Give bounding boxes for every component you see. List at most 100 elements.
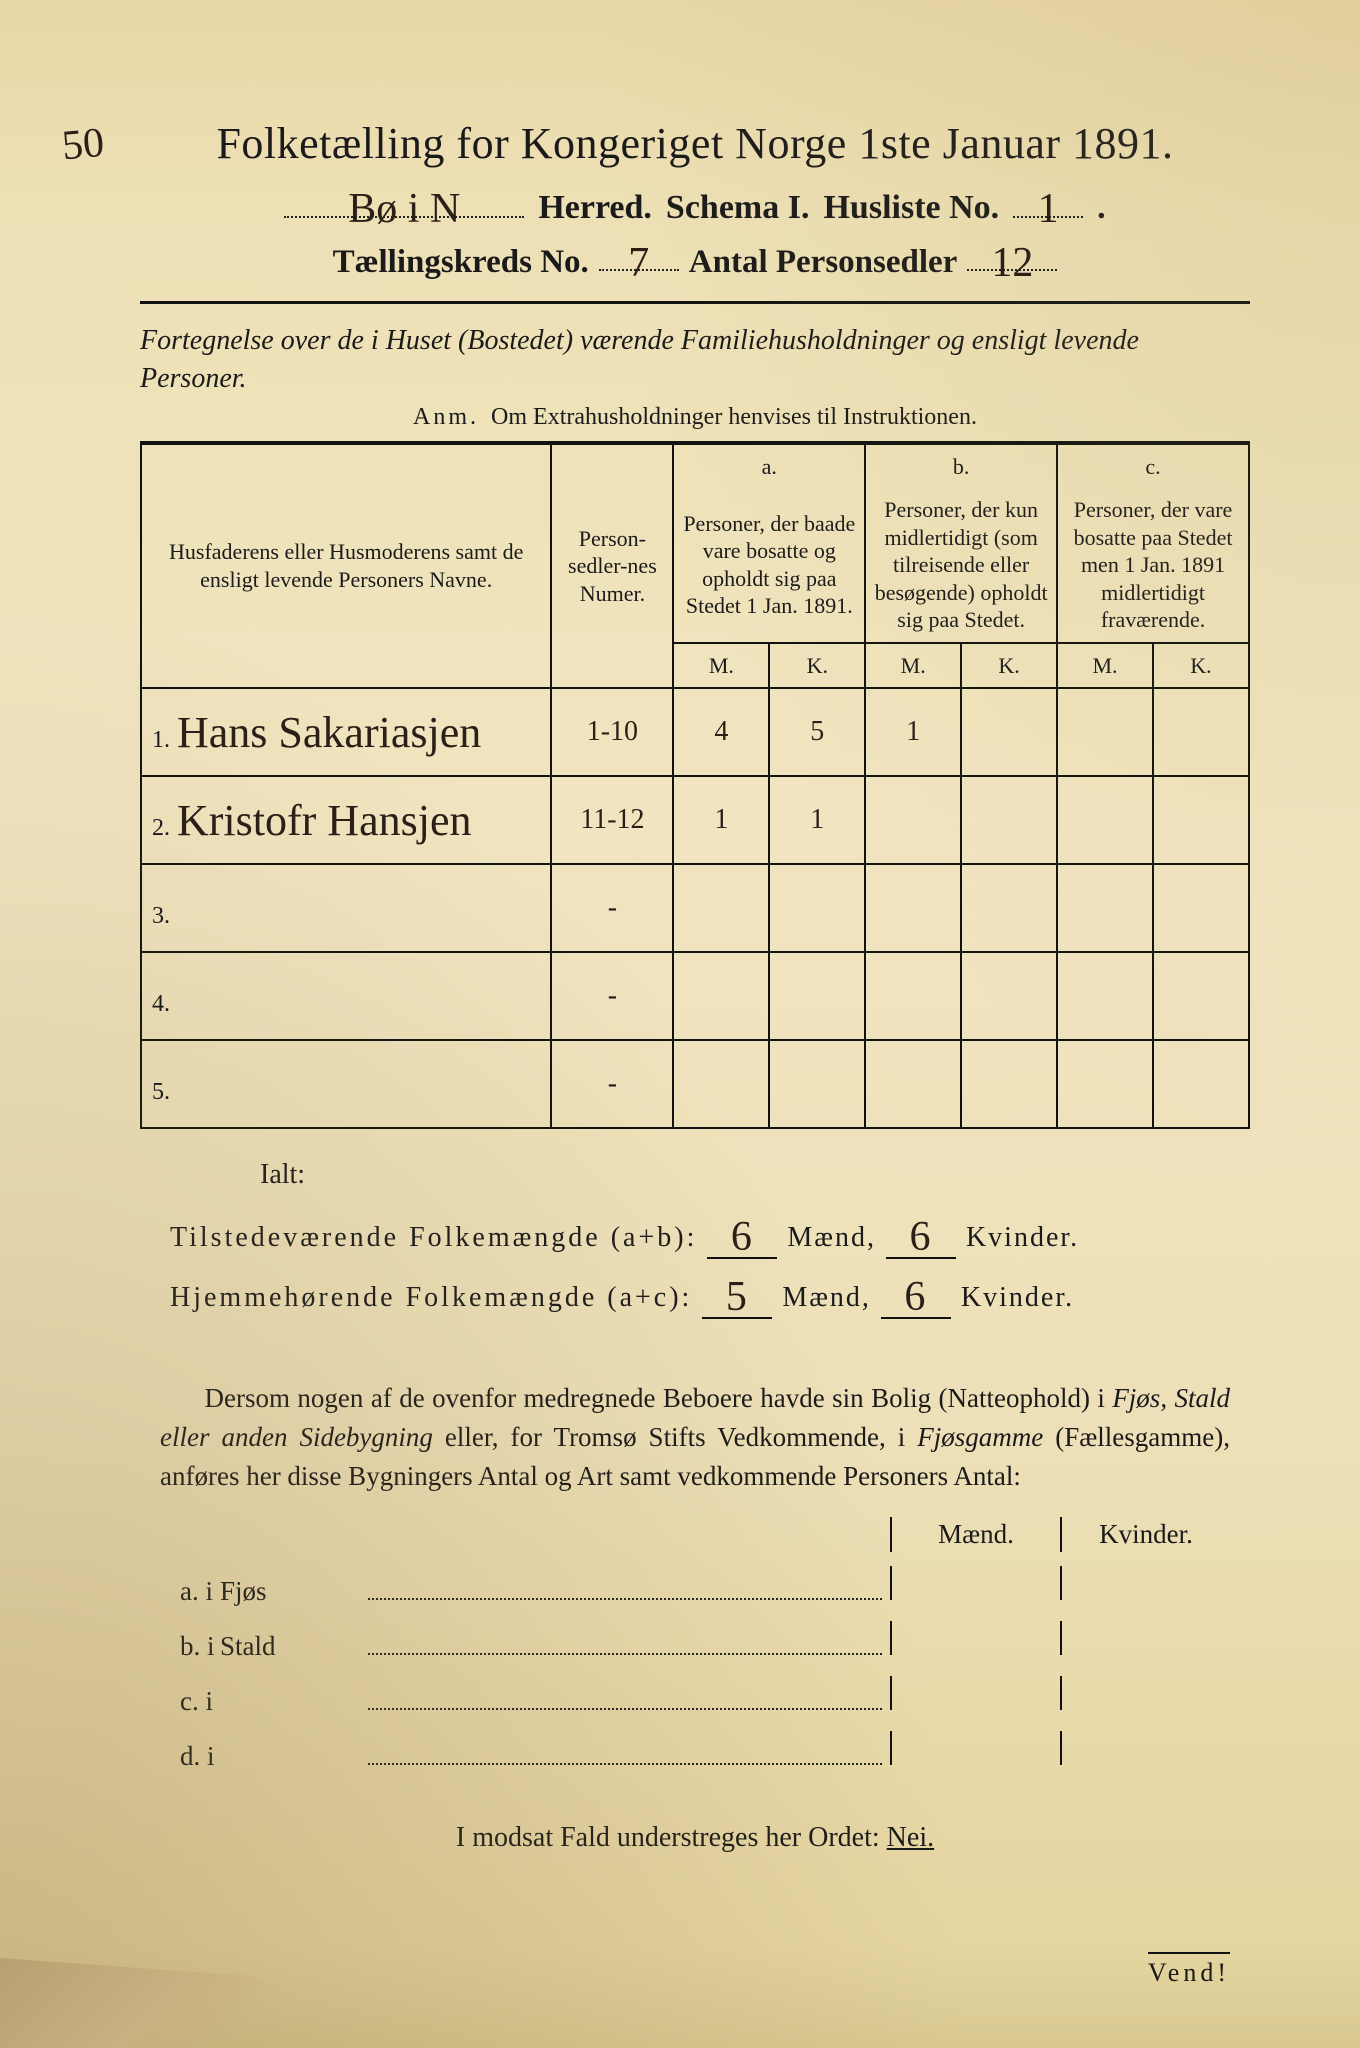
row-num: 1-10 <box>551 688 673 776</box>
row-ck <box>1153 1040 1249 1128</box>
row-ak <box>769 1040 865 1128</box>
maend-label-2: Mænd, <box>782 1282 871 1314</box>
header-line-2: Tællingskreds No. 7 Antal Personsedler 1… <box>140 235 1250 281</box>
totals-2-m: 5 <box>726 1274 749 1320</box>
nei-word: Nei. <box>887 1822 934 1853</box>
col-b-desc: Personer, der kun midlertidigt (som tilr… <box>865 488 1057 643</box>
table-row: 3. - <box>141 864 1249 952</box>
col-b-label: b. <box>865 443 1057 489</box>
mk-maend: Mænd. <box>890 1517 1060 1552</box>
totals-1-k: 6 <box>909 1214 932 1260</box>
herred-value: Bø i N <box>348 186 460 232</box>
building-table: Mænd. Kvinder. a. iFjøs b. iStald c. i d. i <box>160 1517 1230 1772</box>
vend-label: Vend! <box>1148 1952 1230 1988</box>
row-ak <box>769 864 865 952</box>
col-c-label: c. <box>1057 443 1249 489</box>
row-ck <box>1153 776 1249 864</box>
mk-head: Mænd. Kvinder. <box>160 1517 1230 1552</box>
totals-line-2: Hjemmehørende Folkemængde (a+c): 5 Mænd,… <box>170 1269 1250 1319</box>
anm-text: Om Extrahusholdninger henvises til Instr… <box>491 404 977 430</box>
anm-line: Anm. Om Extrahusholdninger henvises til … <box>140 404 1250 431</box>
census-form-page: 50 Folketælling for Kongeriget Norge 1st… <box>0 0 1360 2048</box>
row-ck <box>1153 952 1249 1040</box>
col-a-label: a. <box>673 443 865 489</box>
list-item: c. i <box>160 1676 1230 1717</box>
row-ak <box>769 952 865 1040</box>
row-ck <box>1153 864 1249 952</box>
a-k: K. <box>769 643 865 689</box>
antal-label: Antal Personsedler <box>689 244 958 281</box>
row-ak: 5 <box>769 688 865 776</box>
list-item: d. i <box>160 1731 1230 1772</box>
schema-label: Schema I. <box>666 189 810 227</box>
row-ak: 1 <box>769 776 865 864</box>
b-k: K. <box>961 643 1057 689</box>
anm-prefix: Anm. <box>413 404 479 430</box>
row-bm <box>865 864 961 952</box>
row-cm <box>1057 864 1153 952</box>
row-name: 2. Kristofr Hansjen <box>141 776 551 864</box>
row-bm <box>865 776 961 864</box>
totals-1-label: Tilstedeværende Folkemængde (a+b): <box>170 1222 697 1254</box>
row-bm: 1 <box>865 688 961 776</box>
totals-2-label: Hjemmehørende Folkemængde (a+c): <box>170 1282 692 1314</box>
row-cm <box>1057 776 1153 864</box>
row-cm <box>1057 952 1153 1040</box>
header-line-1: Bø i N Herred. Schema I. Husliste No. 1. <box>140 181 1250 227</box>
row-bm <box>865 1040 961 1128</box>
maend-label: Mænd, <box>787 1222 876 1254</box>
row-bk <box>961 688 1057 776</box>
antal-value: 12 <box>991 240 1033 286</box>
table-row: 5. - <box>141 1040 1249 1128</box>
totals-line-1: Tilstedeværende Folkemængde (a+b): 6 Mæn… <box>170 1209 1250 1259</box>
kreds-label: Tællingskreds No. <box>333 244 589 281</box>
row-cm <box>1057 688 1153 776</box>
kvinder-label: Kvinder. <box>966 1222 1079 1254</box>
row-bk <box>961 952 1057 1040</box>
row-bk <box>961 1040 1057 1128</box>
subheading: Fortegnelse over de i Huset (Bostedet) v… <box>140 322 1250 398</box>
b-m: M. <box>865 643 961 689</box>
row-name: 3. <box>141 864 551 952</box>
kvinder-label-2: Kvinder. <box>961 1282 1074 1314</box>
row-num: - <box>551 952 673 1040</box>
c-k: K. <box>1153 643 1249 689</box>
household-table: Husfaderens eller Husmoderens samt de en… <box>140 441 1250 1130</box>
row-cm <box>1057 1040 1153 1128</box>
list-item: b. iStald <box>160 1621 1230 1662</box>
row-ck <box>1153 688 1249 776</box>
instruction-paragraph: Dersom nogen af de ovenfor medregnede Be… <box>160 1379 1230 1496</box>
table-row: 2. Kristofr Hansjen11-1211 <box>141 776 1249 864</box>
table-row: 1. Hans Sakariasjen1-10451 <box>141 688 1249 776</box>
row-name: 5. <box>141 1040 551 1128</box>
totals-1-m: 6 <box>731 1214 754 1260</box>
nei-line: I modsat Fald understreges her Ordet: Ne… <box>140 1822 1250 1854</box>
ialt-label: Ialt: <box>260 1159 1250 1191</box>
row-am: 1 <box>673 776 769 864</box>
row-num: - <box>551 1040 673 1128</box>
row-name: 1. Hans Sakariasjen <box>141 688 551 776</box>
rule <box>140 301 1250 304</box>
row-num: - <box>551 864 673 952</box>
husliste-label: Husliste No. <box>823 189 999 227</box>
row-name: 4. <box>141 952 551 1040</box>
col-a-desc: Personer, der baade vare bosatte og opho… <box>673 488 865 643</box>
kreds-value: 7 <box>628 240 649 286</box>
herred-label: Herred. <box>538 189 652 227</box>
totals-2-k: 6 <box>904 1274 927 1320</box>
row-bm <box>865 952 961 1040</box>
row-am <box>673 952 769 1040</box>
row-am: 4 <box>673 688 769 776</box>
row-bk <box>961 776 1057 864</box>
col-num-header: Person-sedler-nes Numer. <box>551 443 673 689</box>
col-name-header: Husfaderens eller Husmoderens samt de en… <box>141 443 551 689</box>
list-item: a. iFjøs <box>160 1566 1230 1607</box>
c-m: M. <box>1057 643 1153 689</box>
col-c-desc: Personer, der vare bosatte paa Stedet me… <box>1057 488 1249 643</box>
a-m: M. <box>673 643 769 689</box>
table-row: 4. - <box>141 952 1249 1040</box>
row-num: 11-12 <box>551 776 673 864</box>
paper-tear <box>0 1958 420 2048</box>
row-am <box>673 864 769 952</box>
mk-kvinder: Kvinder. <box>1060 1517 1230 1552</box>
